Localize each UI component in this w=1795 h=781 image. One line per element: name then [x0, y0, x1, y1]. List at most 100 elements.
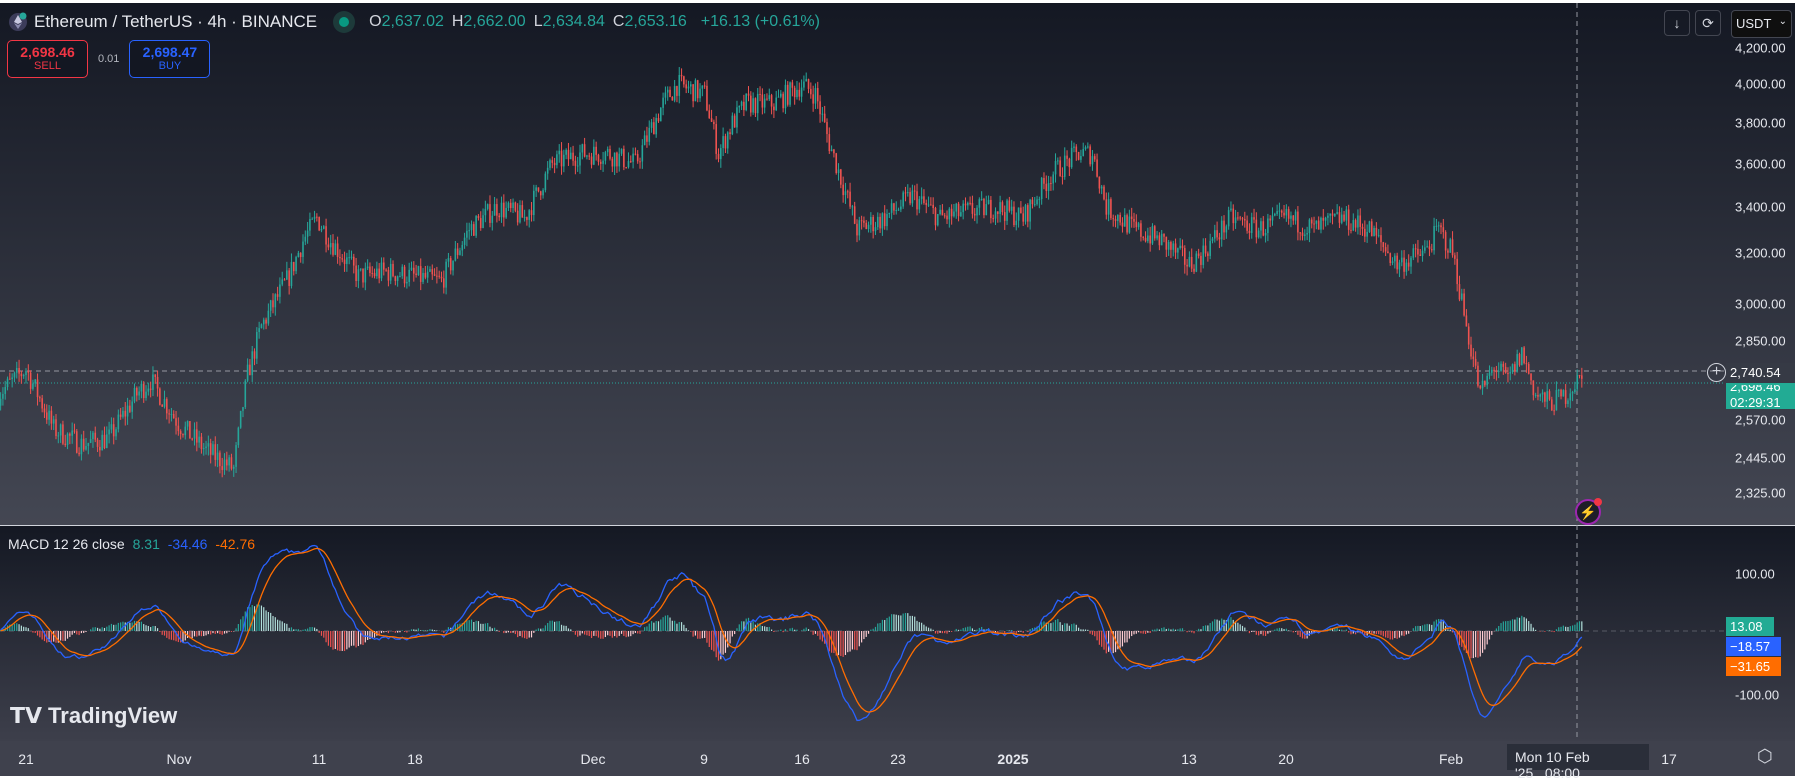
- candle-body: [298, 253, 300, 257]
- macd-histogram-bar: [1477, 631, 1478, 658]
- symbol-title[interactable]: Ethereum / TetherUS · 4h · BINANCE: [34, 12, 317, 32]
- candle-body: [972, 203, 974, 214]
- candle-body: [254, 351, 256, 358]
- macd-histogram-bar: [321, 631, 322, 636]
- candle-body: [157, 377, 159, 389]
- candle-body: [854, 206, 856, 223]
- candle-body: [521, 205, 523, 218]
- candle-body: [1406, 263, 1408, 272]
- macd-histogram-bar: [607, 631, 608, 635]
- macd-histogram-bar: [1339, 630, 1340, 631]
- macd-histogram-bar: [471, 620, 472, 631]
- macd-histogram-bar: [916, 621, 917, 631]
- macd-histogram-bar: [1099, 631, 1100, 645]
- candle-body: [108, 430, 110, 435]
- candle-body: [60, 424, 62, 435]
- macd-legend[interactable]: MACD 12 26 close 8.31 -34.46 -42.76: [8, 536, 255, 552]
- scroll-to-latest-button[interactable]: ↓: [1664, 10, 1690, 36]
- macd-histogram-bar: [92, 627, 93, 631]
- macd-histogram-bar: [725, 631, 726, 653]
- macd-histogram-bar: [305, 629, 306, 631]
- settings-gear-icon[interactable]: ⬡: [1757, 746, 1773, 767]
- market-status-icon[interactable]: [333, 11, 355, 33]
- candle-body: [48, 411, 50, 420]
- candle-body: [1235, 217, 1237, 223]
- candle-body: [898, 210, 900, 211]
- macd-histogram-bar: [1156, 629, 1157, 631]
- macd-histogram-bar: [496, 630, 497, 631]
- candle-body: [166, 399, 168, 413]
- candle-body: [1348, 209, 1350, 229]
- lightning-alert-icon[interactable]: ⚡: [1575, 499, 1601, 525]
- candle-body: [76, 431, 78, 453]
- candle-body: [1533, 380, 1535, 395]
- macd-histogram-bar: [362, 631, 363, 645]
- macd-histogram-bar: [547, 623, 548, 631]
- macd-histogram-bar: [1373, 631, 1374, 634]
- macd-title: MACD 12 26 close: [8, 536, 125, 552]
- candle-body: [1431, 249, 1433, 250]
- candle-body: [129, 406, 131, 412]
- candle-body: [291, 262, 293, 286]
- time-axis-label: Nov: [167, 751, 192, 767]
- macd-histogram-bar: [554, 622, 555, 631]
- ohlc-value: 2,653.16: [624, 13, 686, 30]
- candle-body: [1274, 214, 1276, 216]
- macd-histogram-bar: [669, 618, 670, 631]
- add-alert-plus-icon[interactable]: +: [1707, 363, 1726, 382]
- candle-body: [646, 135, 648, 141]
- candle-body: [1477, 366, 1479, 386]
- candle-body: [1343, 215, 1345, 221]
- macd-histogram-bar: [1240, 624, 1241, 631]
- candle-body: [1302, 233, 1304, 236]
- candle-body: [552, 160, 554, 163]
- candle-body: [778, 97, 780, 98]
- candle-body: [1535, 395, 1537, 396]
- candle-body: [348, 257, 350, 258]
- macd-histogram-bar: [1283, 629, 1284, 631]
- candle-body: [1011, 207, 1013, 211]
- candle-body: [21, 374, 23, 377]
- candle-body: [272, 300, 274, 307]
- candle-body: [1013, 207, 1015, 225]
- macd-histogram-bar: [909, 616, 910, 631]
- candle-body: [196, 429, 198, 442]
- time-axis-label: Feb: [1439, 751, 1463, 767]
- macd-histogram-bar: [196, 631, 197, 637]
- macd-histogram-bar: [1154, 630, 1155, 631]
- macd-histogram-bar: [1378, 631, 1379, 634]
- candle-body: [92, 433, 94, 439]
- time-axis-label: 16: [794, 751, 810, 767]
- auto-scale-button[interactable]: ⟳: [1695, 10, 1721, 36]
- currency-select[interactable]: USDT⌄: [1731, 10, 1792, 38]
- price-axis-label: 2,325.00: [1735, 486, 1786, 501]
- candle-body: [563, 155, 565, 167]
- macd-histogram-bar: [946, 631, 947, 634]
- candle-body: [249, 365, 251, 375]
- candle-body: [584, 144, 586, 156]
- macd-histogram-bar: [1150, 631, 1151, 633]
- candle-body: [1523, 347, 1525, 363]
- macd-histogram-bar: [268, 612, 269, 631]
- candle-body: [1078, 152, 1080, 160]
- candle-body: [194, 429, 196, 438]
- candle-body: [725, 136, 727, 148]
- candle-body: [1530, 374, 1532, 381]
- candle-body: [1311, 220, 1313, 224]
- macd-histogram-bar: [1415, 626, 1416, 631]
- candle-body: [1002, 202, 1004, 212]
- candle-body: [4, 387, 6, 394]
- candle-body: [591, 156, 593, 164]
- candle-body: [1057, 160, 1059, 161]
- macd-line: [1, 546, 1582, 721]
- candle-body: [288, 270, 290, 286]
- macd-histogram-bar: [182, 631, 183, 642]
- candle-body: [884, 213, 886, 226]
- candle-body: [762, 94, 764, 107]
- candle-body: [602, 161, 604, 164]
- macd-histogram-bar: [704, 631, 705, 638]
- macd-histogram-bar: [928, 628, 929, 631]
